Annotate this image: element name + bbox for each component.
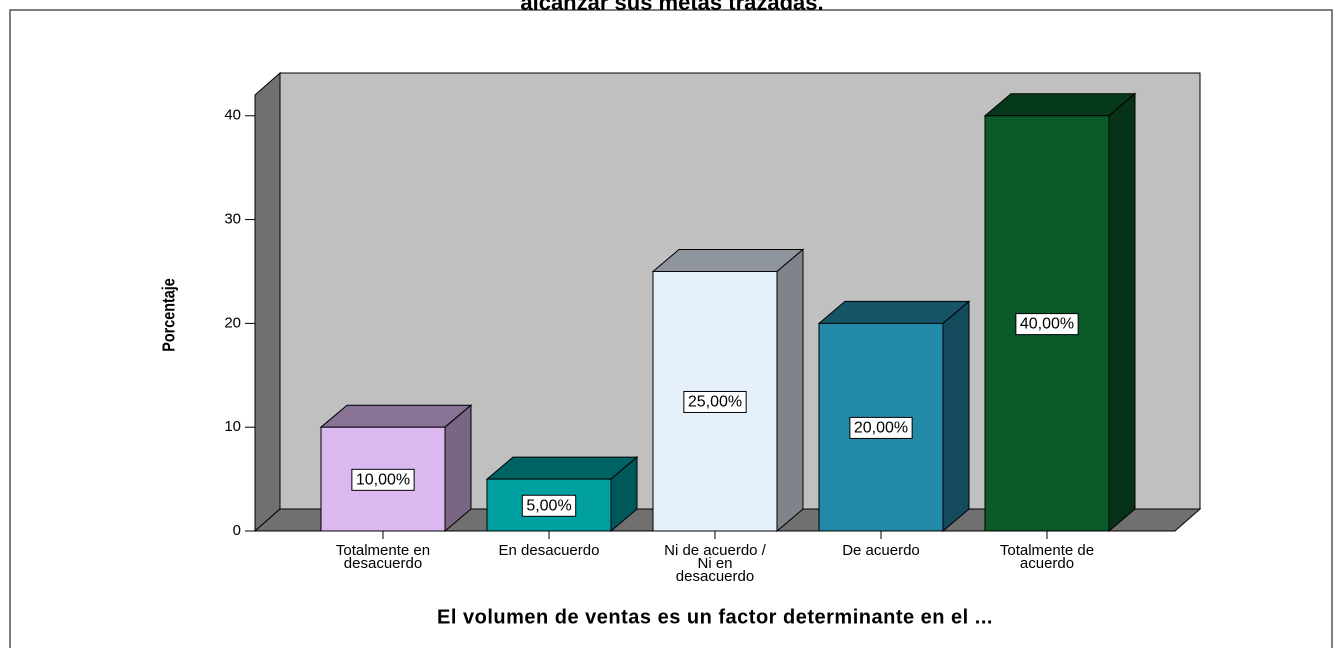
y-tick-label: 40	[224, 107, 241, 124]
value-label: 5,00%	[526, 497, 571, 514]
chart-title: alcanzar sus metas trazadas.	[520, 0, 823, 15]
bar-side	[444, 404, 472, 533]
y-tick-label: 10	[224, 418, 241, 435]
bar-side	[942, 300, 970, 533]
x-tick-label: Totalmente de acuerdo	[999, 542, 1095, 572]
value-label: 25,00%	[688, 393, 742, 410]
value-label: 20,00%	[854, 419, 908, 436]
left-wall	[254, 71, 281, 533]
value-label: 10,00%	[356, 471, 410, 488]
bar-side	[1108, 92, 1136, 533]
y-tick-label: 30	[224, 211, 241, 228]
x-tick-label: En desacuerdo	[498, 542, 600, 559]
value-label-box	[683, 390, 747, 413]
y-tick-label: 20	[224, 314, 241, 331]
x-tick-label: De acuerdo	[842, 542, 920, 559]
value-label: 40,00%	[1020, 316, 1074, 333]
x-tick-label: Totalmente en desacuerdo	[335, 542, 431, 572]
bar-side	[776, 248, 804, 533]
value-label-box	[1015, 313, 1079, 336]
y-axis-label: Porcentaje	[159, 278, 179, 352]
value-label-box	[351, 468, 415, 491]
y-tick-label: 0	[233, 522, 241, 539]
x-axis-label: El volumen de ventas es un factor determ…	[437, 606, 993, 628]
value-label-box	[849, 416, 913, 439]
x-tick-label: Ni de acuerdo / Ni en desacuerdo	[664, 542, 766, 585]
value-label-box	[521, 494, 577, 517]
